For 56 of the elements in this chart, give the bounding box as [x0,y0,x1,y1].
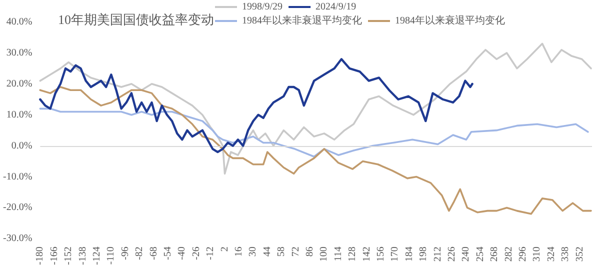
x-tick-label: 72 [290,246,302,257]
x-tick-label: 296 [518,246,529,262]
x-tick-label: 100 [318,246,330,262]
x-tick-label: 338 [560,246,572,262]
x-tick-label: 128 [347,246,358,262]
legend-label: 1998/9/29 [242,2,283,12]
x-tick-label: -138 [77,246,88,266]
line-series [39,42,592,175]
x-tick-label: 240 [460,246,472,262]
x-tick-label: 282 [503,246,514,262]
x-tick-label: 114 [332,246,344,262]
y-tick-label: 0.0% [11,140,32,152]
line-series [39,108,589,158]
x-tick-label: 184 [404,246,415,262]
x-tick-label: -26 [190,246,202,260]
x-tick-label: 58 [276,246,288,257]
y-tick-label: -30.0% [2,233,32,244]
x-tick-label: 198 [418,246,430,262]
chart-title: 10年期美国国债收益率变动 [58,12,214,27]
x-tick-label: -96 [120,246,131,260]
line-series [39,58,474,154]
y-tick-label: -10.0% [2,171,32,182]
x-tick-label: 44 [262,246,273,257]
legend-label: 1984年以来非衰退平均变化 [242,14,362,26]
x-tick-label: -166 [48,246,60,266]
x-tick-label: 352 [574,246,586,262]
x-tick-label: -12 [205,246,216,260]
legend-label: 1984年以来衰退平均变化 [395,14,505,26]
x-tick-label: 16 [233,246,244,257]
x-tick-label: 170 [390,246,401,262]
x-tick-label: 30 [248,246,259,257]
x-tick-label: 268 [489,246,500,262]
legend-label: 2024/9/19 [316,2,356,12]
x-tick-label: -68 [148,246,160,260]
x-tick-label: 254 [474,246,486,262]
x-tick-label: 86 [304,246,316,257]
x-tick-label: 226 [446,246,458,262]
y-tick-label: 30.0% [6,47,32,58]
x-tick-label: -180 [34,246,46,266]
x-tick-label: -54 [162,246,174,260]
y-tick-label: 20.0% [6,78,32,90]
x-tick-label: 142 [361,246,372,262]
x-tick-label: 212 [432,246,444,262]
y-tick-label: 10.0% [6,109,32,120]
x-tick-label: 156 [376,246,386,262]
y-tick-label: 40.0% [6,16,32,28]
x-tick-label: 310 [532,246,543,262]
x-tick-label: -40 [176,246,188,260]
x-tick-label: 324 [546,246,557,262]
x-tick-label: -124 [91,246,102,266]
y-tick-label: -20.0% [2,202,32,214]
x-tick-label: -110 [106,246,117,265]
x-tick-label: -152 [63,246,74,266]
x-tick-label: 2 [219,246,230,252]
x-tick-label: -82 [134,246,146,260]
line-series [39,86,592,215]
